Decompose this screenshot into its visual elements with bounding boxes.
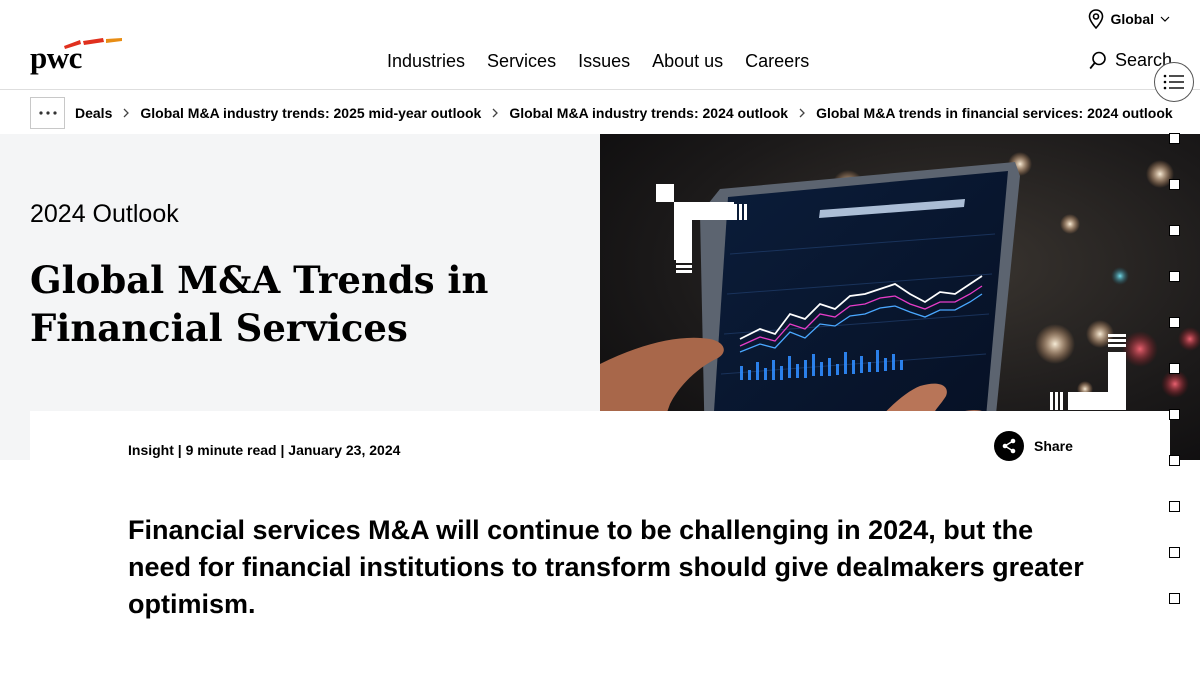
- table-of-contents-button[interactable]: [1154, 62, 1194, 102]
- section-nav-dot[interactable]: [1169, 317, 1180, 328]
- breadcrumb: Deals Global M&A industry trends: 2025 m…: [0, 91, 1200, 134]
- section-nav-dot[interactable]: [1169, 409, 1180, 420]
- breadcrumb-more-button[interactable]: [30, 96, 65, 129]
- chevron-right-icon: [123, 108, 130, 118]
- article-lead: Financial services M&A will continue to …: [128, 515, 1084, 619]
- breadcrumb-item-2025-outlook[interactable]: Global M&A industry trends: 2025 mid-yea…: [140, 104, 482, 121]
- chevron-right-icon: [492, 108, 499, 118]
- more-icon: [38, 110, 57, 115]
- section-nav-dot[interactable]: [1169, 225, 1180, 236]
- location-pin-icon: [1089, 9, 1104, 29]
- tablet-chart-photo: [600, 134, 1200, 460]
- region-label: Global: [1110, 11, 1154, 27]
- hero-image: [600, 134, 1200, 460]
- nav-services[interactable]: Services: [487, 51, 557, 71]
- nav-industries[interactable]: Industries: [387, 51, 466, 71]
- section-nav-dot[interactable]: [1169, 179, 1180, 190]
- logo-text: pwc: [30, 40, 82, 75]
- section-nav-dot[interactable]: [1169, 363, 1180, 374]
- share-button[interactable]: Share: [994, 431, 1073, 461]
- share-label: Share: [1034, 438, 1073, 454]
- section-nav-dot[interactable]: [1169, 271, 1180, 282]
- section-nav-dot[interactable]: [1169, 547, 1180, 558]
- article-meta: Insight | 9 minute read | January 23, 20…: [128, 442, 401, 458]
- pwc-logo[interactable]: pwc: [30, 38, 122, 76]
- page-title: Global M&A Trends in Financial Services: [30, 258, 489, 350]
- nav-about-us[interactable]: About us: [652, 51, 724, 71]
- main-nav: Industries Services Issues About us Care…: [387, 51, 831, 72]
- section-nav-dot[interactable]: [1169, 501, 1180, 512]
- logo-mark: [64, 38, 122, 49]
- nav-issues[interactable]: Issues: [578, 51, 631, 71]
- nav-careers[interactable]: Careers: [745, 51, 810, 71]
- hero-eyebrow: 2024 Outlook: [30, 200, 179, 228]
- chevron-down-icon: [1160, 16, 1170, 22]
- breadcrumb-item-deals[interactable]: Deals: [75, 104, 113, 121]
- article-card: [30, 411, 1170, 675]
- hero-background: [0, 134, 600, 460]
- search-button[interactable]: Search: [1089, 50, 1172, 71]
- search-icon: [1089, 51, 1106, 69]
- section-nav-dot[interactable]: [1169, 593, 1180, 604]
- list-icon: [1163, 74, 1184, 90]
- chevron-right-icon: [799, 108, 806, 118]
- share-icon: [994, 431, 1024, 461]
- section-nav-dot[interactable]: [1169, 455, 1180, 466]
- section-nav-dot[interactable]: [1169, 133, 1180, 144]
- region-selector[interactable]: Global: [1088, 9, 1170, 29]
- breadcrumb-item-current: Global M&A trends in financial services:…: [816, 104, 1173, 121]
- site-header: pwc Global Industries Services Issues Ab…: [0, 0, 1200, 90]
- breadcrumb-item-2024-outlook[interactable]: Global M&A industry trends: 2024 outlook: [509, 104, 789, 121]
- search-label: Search: [1115, 50, 1173, 70]
